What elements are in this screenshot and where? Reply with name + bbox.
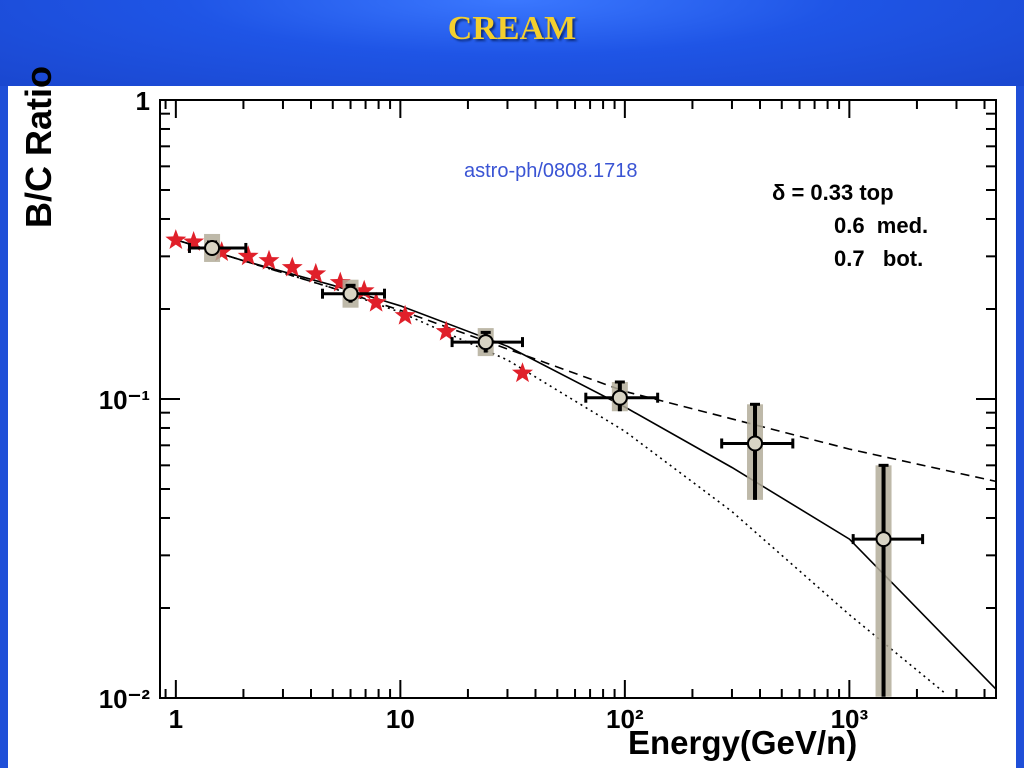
x-tick-label: 1 (169, 704, 183, 734)
star-marker (353, 279, 375, 300)
x-axis-label: Energy(GeV/n) (628, 724, 858, 761)
star-marker (435, 320, 457, 341)
source-reference: astro-ph/0808.1718 (464, 160, 638, 182)
plot-panel (8, 86, 1016, 768)
y-axis-label: B/C Ratio (18, 66, 59, 228)
cream-data-point (204, 239, 221, 256)
delta-value-med: 0.6 med. (834, 213, 929, 238)
x-tick-label: 10³ (831, 704, 869, 734)
x-tick-label: 10² (606, 704, 644, 734)
model-curve-solid (170, 237, 997, 690)
delta-value-bot: 0.7 bot. (834, 246, 924, 271)
cream-data-point (747, 435, 764, 452)
slide-header (0, 0, 1024, 86)
star-marker (258, 249, 280, 270)
star-marker (394, 304, 416, 325)
delta-row-bot: 0.7 bot. (772, 242, 928, 275)
y-tick-label: 1 (136, 86, 150, 116)
star-marker (329, 271, 351, 292)
star-marker (237, 245, 259, 266)
star-marker (305, 262, 327, 283)
cream-data-point (611, 389, 628, 406)
cream-data-point (477, 334, 494, 351)
slide-title: CREAM (447, 10, 577, 47)
star-marker (165, 229, 187, 249)
y-tick-label: 10⁻¹ (99, 385, 150, 415)
delta-row-top: δ = 0.33 top (772, 176, 928, 209)
delta-value-top: = 0.33 top (791, 180, 894, 205)
star-marker (183, 231, 205, 251)
delta-symbol: δ (772, 180, 786, 205)
star-marker (512, 362, 533, 383)
star-marker (281, 256, 303, 277)
star-marker (365, 291, 387, 312)
model-curve-dotted (170, 237, 947, 695)
delta-legend: δ = 0.33 top 0.6 med. 0.7 bot. (772, 176, 928, 275)
cream-data-point (342, 285, 359, 302)
delta-row-med: 0.6 med. (772, 209, 928, 242)
cream-data-point (875, 531, 892, 548)
star-marker (211, 241, 233, 261)
x-tick-label: 10 (386, 704, 415, 734)
y-tick-label: 10⁻² (99, 684, 151, 714)
